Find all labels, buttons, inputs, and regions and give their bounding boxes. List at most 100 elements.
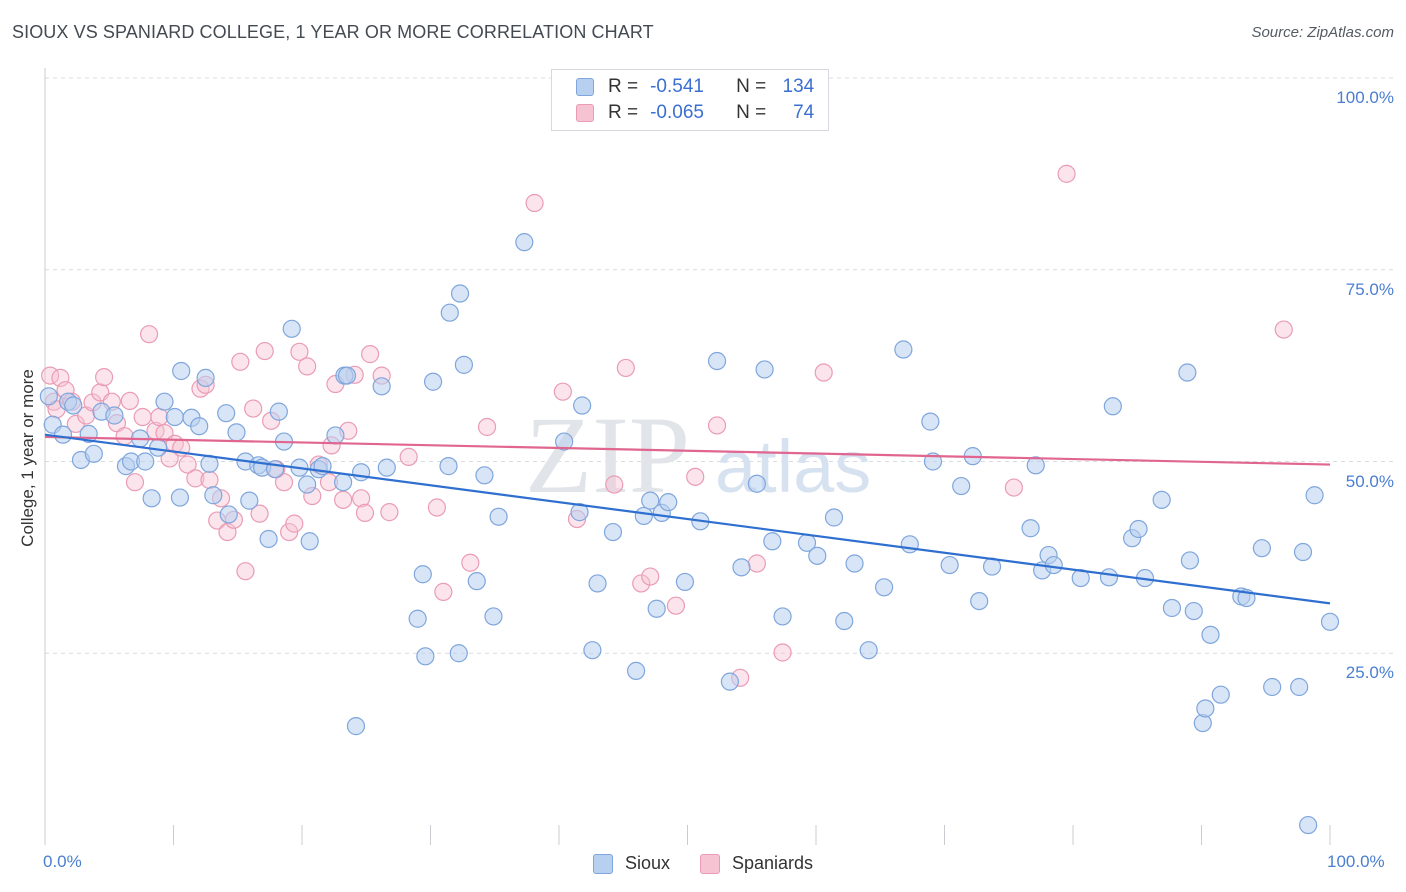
sioux-point — [484, 607, 503, 626]
sioux-point — [105, 406, 124, 425]
sioux-point — [377, 458, 396, 477]
sioux-point — [952, 476, 971, 496]
sioux-point — [136, 452, 155, 471]
sioux-legend-swatch — [592, 853, 613, 874]
sioux-point — [440, 303, 459, 322]
spaniards-point — [747, 554, 766, 573]
x-tick-max: 100.0% — [1327, 852, 1385, 871]
sioux-point — [970, 591, 989, 611]
sioux-point — [337, 366, 357, 385]
sioux-point — [450, 284, 470, 303]
sioux-point — [859, 641, 878, 660]
spaniards-point — [236, 562, 255, 581]
sioux-point — [300, 532, 319, 551]
spaniards-legend-label: Spaniards — [731, 853, 814, 873]
y-axis-label: College, 1 year or more — [18, 369, 37, 547]
sioux-point — [940, 555, 959, 575]
spaniards-point — [553, 382, 572, 401]
sioux-point — [1129, 519, 1148, 539]
series-legend-sioux: Sioux — [592, 853, 670, 874]
sioux-point — [219, 505, 238, 524]
chart-source: Source: ZipAtlas.com — [1251, 24, 1394, 41]
sioux-point — [675, 572, 695, 592]
sioux-point — [84, 444, 103, 463]
legend-r-label: R = — [608, 76, 639, 97]
sioux-point — [900, 535, 919, 554]
series-legend: Sioux Spaniards — [0, 853, 1406, 874]
sioux-point — [634, 506, 653, 526]
sioux-point — [142, 489, 161, 508]
spaniards-point — [186, 469, 205, 488]
sioux-trend-line — [44, 433, 1331, 605]
legend-n-value: 134 — [782, 76, 815, 97]
spaniards-point — [178, 455, 197, 474]
spaniards-point — [686, 467, 705, 486]
sioux-point — [298, 475, 317, 494]
spaniards-point — [290, 342, 309, 361]
sioux-point — [190, 417, 209, 436]
sioux-point — [217, 404, 236, 423]
spaniards-legend-swatch — [699, 853, 720, 874]
trend-lines — [44, 433, 1331, 605]
sioux-point — [423, 372, 443, 391]
legend-n-value: 74 — [793, 102, 815, 123]
sioux-point — [352, 463, 371, 482]
spaniards-point — [666, 596, 686, 615]
sioux-point — [773, 607, 792, 626]
spaniards-point — [120, 391, 139, 411]
spaniards-point — [427, 498, 447, 517]
sioux-point — [603, 522, 623, 542]
y-tick-label: 75.0% — [1345, 279, 1394, 299]
sioux-point — [259, 529, 278, 549]
legend-n-label: N = — [736, 102, 767, 123]
sioux-point — [921, 412, 940, 431]
sioux-point — [227, 423, 246, 442]
sioux-point — [346, 717, 366, 736]
sioux-point — [1103, 397, 1122, 416]
legend-row-spaniards: R = -0.065 N = 74 — [576, 101, 814, 125]
sioux-point — [475, 466, 494, 485]
sioux-point — [64, 396, 83, 415]
sioux-point — [1184, 601, 1203, 621]
sioux-point — [808, 546, 827, 565]
spaniards-point — [355, 503, 375, 522]
spaniards-point — [632, 574, 651, 593]
y-tick-label: 50.0% — [1345, 471, 1394, 491]
spaniards-point — [616, 358, 635, 378]
spaniards-point — [115, 427, 134, 446]
sioux-point — [269, 402, 288, 421]
sioux-point — [1180, 551, 1200, 570]
sioux-point — [1201, 625, 1220, 644]
sioux-point — [720, 672, 740, 691]
sioux-point — [1178, 363, 1197, 382]
sioux-point — [923, 452, 943, 471]
sioux-point — [449, 644, 468, 663]
sioux-point — [1152, 490, 1171, 509]
spaniards-trend-line — [44, 435, 1331, 466]
spaniards-point — [773, 643, 792, 662]
spaniards-point — [255, 341, 274, 361]
x-tick-min: 0.0% — [43, 852, 82, 871]
sioux-point — [334, 473, 353, 492]
sioux-point — [732, 558, 751, 577]
spaniards-point — [477, 417, 497, 437]
spaniards-point — [298, 357, 317, 376]
spaniards-point — [150, 407, 169, 427]
sioux-point — [1099, 568, 1119, 587]
spaniards-point — [434, 582, 453, 601]
series-legend-spaniards: Spaniards — [699, 853, 814, 874]
legend-n-label: N = — [736, 76, 767, 97]
spaniards-point — [95, 368, 114, 387]
spaniards-point — [250, 504, 269, 523]
sioux-point — [439, 457, 458, 476]
spaniards-point — [231, 352, 250, 371]
watermark: ZIP atlas — [525, 394, 871, 516]
sioux-point — [515, 233, 534, 252]
sioux-point — [416, 647, 435, 666]
sioux-point — [1211, 685, 1230, 704]
sioux-point — [408, 609, 427, 628]
sioux-swatch — [576, 78, 594, 96]
spaniards-point — [641, 567, 660, 586]
sioux-point — [467, 572, 486, 591]
